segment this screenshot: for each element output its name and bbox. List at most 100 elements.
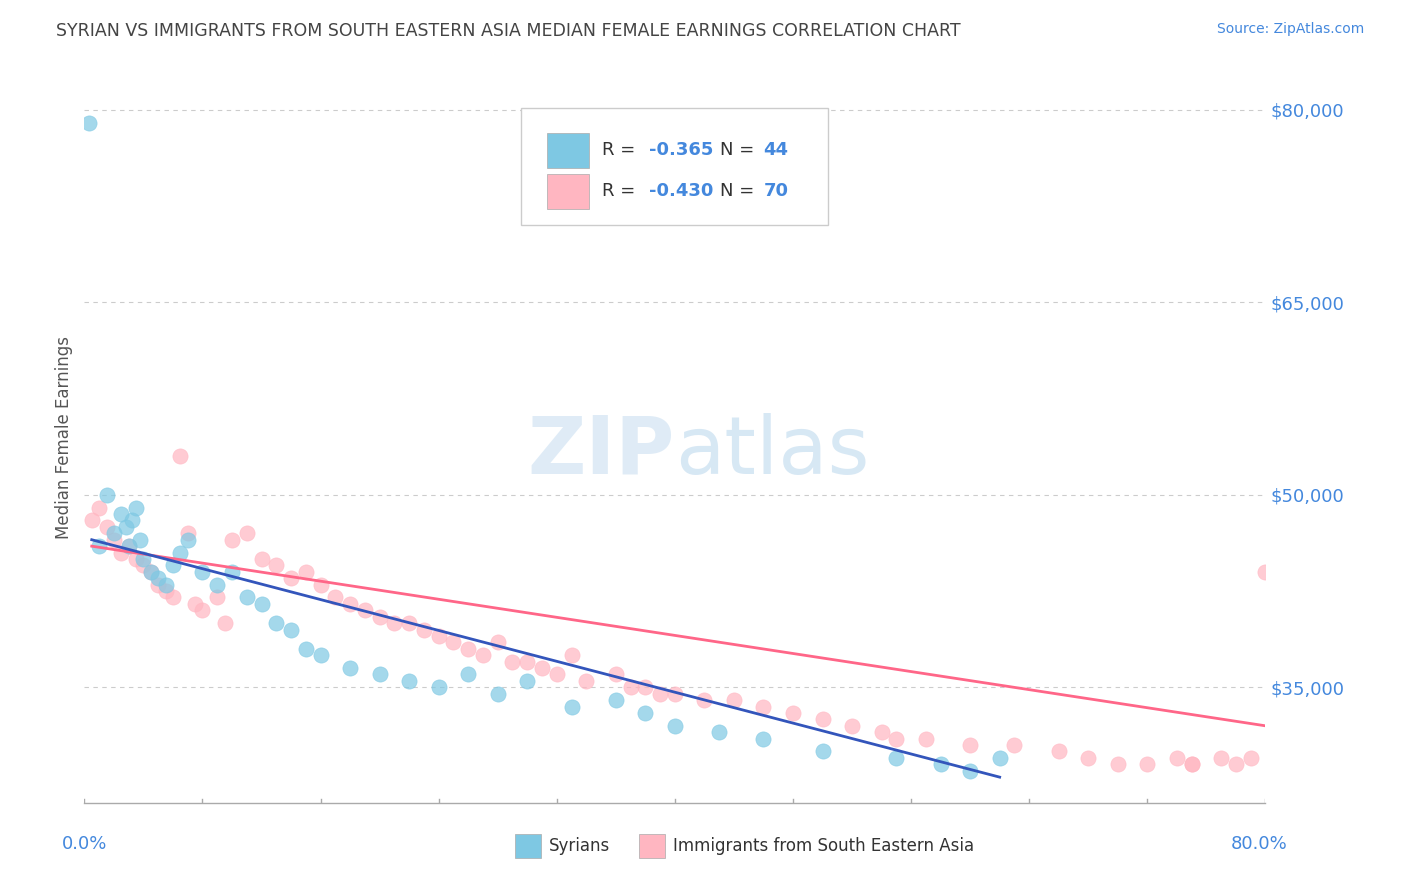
Point	[110, 545, 132, 559]
Point	[457, 667, 479, 681]
Point	[886, 751, 908, 765]
Point	[221, 533, 243, 547]
Point	[959, 764, 981, 778]
Point	[118, 539, 141, 553]
Point	[486, 687, 509, 701]
Point	[427, 629, 450, 643]
Point	[177, 526, 200, 541]
Point	[191, 565, 214, 579]
Point	[398, 673, 420, 688]
Point	[384, 616, 406, 631]
Point	[125, 500, 148, 515]
Point	[502, 655, 524, 669]
Point	[1240, 751, 1263, 765]
Point	[1181, 757, 1204, 772]
Point	[664, 719, 686, 733]
Point	[1225, 757, 1247, 772]
Point	[546, 667, 568, 681]
FancyBboxPatch shape	[522, 108, 828, 225]
Text: atlas: atlas	[675, 413, 869, 491]
Point	[110, 507, 132, 521]
Point	[250, 597, 273, 611]
Point	[516, 655, 538, 669]
Point	[634, 706, 657, 720]
Point	[988, 751, 1011, 765]
Point	[162, 558, 184, 573]
Point	[96, 520, 118, 534]
Point	[354, 603, 377, 617]
Bar	[547, 174, 589, 209]
Point	[443, 635, 465, 649]
Text: N =: N =	[720, 141, 759, 160]
Point	[709, 725, 731, 739]
Point	[1077, 751, 1099, 765]
Point	[191, 603, 214, 617]
Point	[693, 693, 716, 707]
Point	[295, 565, 318, 579]
Point	[236, 526, 259, 541]
Point	[155, 584, 177, 599]
Text: ZIP: ZIP	[527, 413, 675, 491]
Point	[214, 616, 236, 631]
Text: 44: 44	[763, 141, 789, 160]
Point	[121, 514, 143, 528]
Point	[811, 712, 834, 726]
Point	[516, 673, 538, 688]
Point	[457, 641, 479, 656]
Point	[139, 565, 162, 579]
Text: -0.365: -0.365	[650, 141, 713, 160]
Y-axis label: Median Female Earnings: Median Female Earnings	[55, 335, 73, 539]
Point	[620, 681, 643, 695]
Point	[1136, 757, 1159, 772]
Point	[148, 577, 170, 591]
Point	[929, 757, 952, 772]
Point	[325, 591, 347, 605]
Text: Syrians: Syrians	[548, 837, 610, 855]
Point	[575, 673, 598, 688]
Point	[77, 116, 100, 130]
Point	[605, 667, 627, 681]
Point	[959, 738, 981, 752]
Point	[80, 514, 103, 528]
Text: 70: 70	[763, 182, 789, 201]
Point	[96, 488, 118, 502]
Point	[295, 641, 318, 656]
Point	[1047, 744, 1070, 758]
Point	[103, 533, 125, 547]
Point	[650, 687, 672, 701]
Point	[782, 706, 804, 720]
Bar	[640, 834, 665, 858]
Point	[118, 539, 141, 553]
Point	[723, 693, 745, 707]
Point	[162, 591, 184, 605]
Text: N =: N =	[720, 182, 759, 201]
Point	[841, 719, 863, 733]
Point	[605, 693, 627, 707]
Point	[339, 661, 361, 675]
Point	[87, 539, 111, 553]
Point	[1004, 738, 1026, 752]
Point	[139, 565, 162, 579]
Point	[915, 731, 938, 746]
Point	[634, 681, 657, 695]
Point	[368, 609, 391, 624]
Point	[1166, 751, 1188, 765]
Point	[561, 699, 583, 714]
Point	[155, 577, 177, 591]
Text: Source: ZipAtlas.com: Source: ZipAtlas.com	[1216, 22, 1364, 37]
Point	[664, 687, 686, 701]
Point	[129, 533, 152, 547]
Point	[1107, 757, 1129, 772]
Point	[266, 616, 288, 631]
Point	[368, 667, 391, 681]
Point	[752, 731, 775, 746]
Bar	[547, 133, 589, 168]
Point	[486, 635, 509, 649]
Point	[870, 725, 893, 739]
Point	[413, 623, 436, 637]
Point	[1254, 565, 1277, 579]
Point	[309, 577, 332, 591]
Point	[125, 552, 148, 566]
Point	[309, 648, 332, 663]
Point	[148, 571, 170, 585]
